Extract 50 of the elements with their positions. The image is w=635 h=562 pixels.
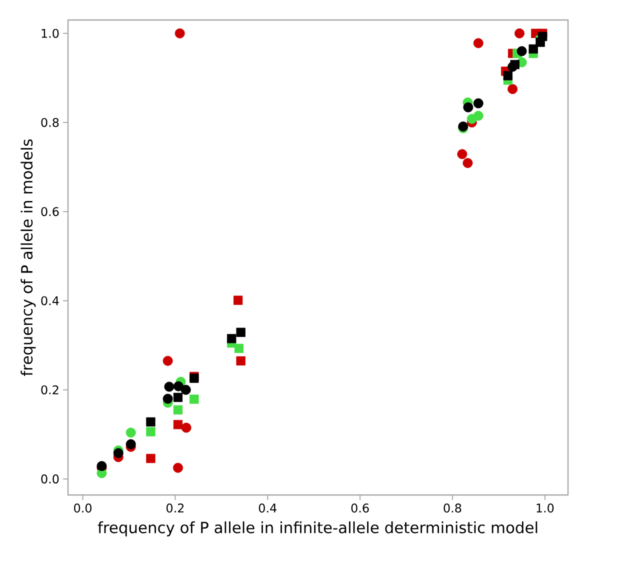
point — [162, 394, 173, 404]
x-tick-label: 0.0 — [74, 504, 92, 513]
point — [463, 102, 474, 112]
point — [173, 420, 183, 430]
point — [503, 71, 513, 80]
point — [173, 405, 183, 414]
point — [113, 448, 124, 458]
point — [146, 427, 156, 436]
y-tick-label: 0.4 — [41, 296, 59, 306]
point — [516, 46, 527, 56]
x-axis-title: frequency of P allele in infinite-allele deterministic model — [98, 521, 538, 536]
x-tick-label: 0.6 — [351, 504, 369, 513]
point — [508, 84, 518, 94]
point — [164, 382, 174, 392]
point — [236, 328, 246, 337]
x-tick-label: 0.8 — [444, 504, 462, 513]
point — [462, 158, 473, 168]
point — [162, 356, 173, 366]
point — [126, 439, 136, 450]
point — [180, 384, 191, 395]
x-tick-label: 0.2 — [166, 504, 184, 513]
point — [538, 32, 548, 42]
y-tick-label: 0.0 — [41, 474, 59, 484]
y-tick-label: 0.8 — [41, 118, 59, 128]
point — [173, 392, 183, 402]
x-tick-label: 0.4 — [258, 504, 276, 513]
point — [234, 344, 244, 353]
y-tick-label: 0.6 — [41, 207, 59, 216]
point — [528, 44, 538, 54]
point — [126, 428, 136, 438]
y-tick-label: 0.2 — [41, 385, 58, 394]
point — [146, 417, 156, 427]
point — [473, 38, 484, 48]
y-axis-title: frequency of P allele in models — [20, 139, 36, 376]
point — [510, 60, 520, 70]
point — [466, 114, 477, 124]
point — [236, 356, 246, 366]
point — [146, 454, 156, 464]
point — [227, 334, 236, 344]
point — [190, 394, 199, 404]
point — [514, 28, 524, 38]
point — [457, 149, 468, 160]
point — [173, 381, 184, 392]
point — [174, 28, 185, 38]
point — [173, 462, 183, 473]
y-tick-label: 1.0 — [42, 28, 59, 38]
point — [181, 422, 192, 433]
x-tick-label: 1.0 — [536, 504, 554, 513]
point — [473, 98, 484, 108]
point — [233, 296, 243, 305]
